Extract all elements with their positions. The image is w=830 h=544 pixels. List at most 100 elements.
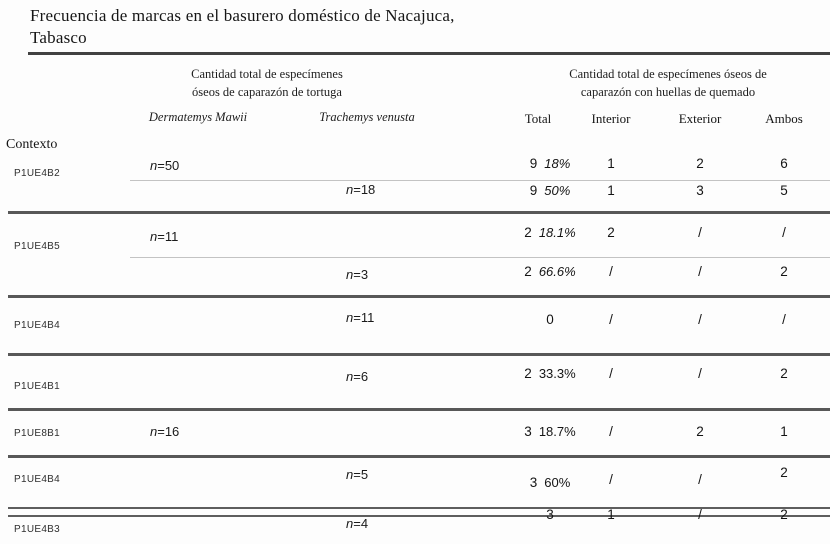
cell-exterior: / — [698, 264, 702, 279]
cell-interior: / — [609, 472, 613, 487]
column-header-total: Total — [524, 111, 552, 126]
cell-interior: 1 — [607, 156, 615, 171]
context-label: P1UE4B3 — [14, 524, 61, 535]
cell-ambos: 1 — [780, 424, 788, 439]
cell-exterior: / — [698, 507, 702, 522]
total-percent: 33.3% — [538, 366, 576, 381]
section-divider — [8, 295, 830, 298]
column-header-exterior: Exterior — [678, 111, 722, 126]
cell-ambos: / — [782, 225, 786, 240]
n-symbol: n — [346, 516, 354, 531]
section-divider — [8, 408, 830, 411]
context-label: P1UE4B5 — [14, 241, 61, 252]
group-header-shell-count: Cantidad total de especímenes óseos de c… — [158, 66, 376, 101]
table-top-rule — [28, 52, 830, 55]
total-percent: 66.6% — [538, 264, 576, 279]
cell-total: 0 — [498, 311, 602, 329]
n-symbol: n — [346, 310, 354, 325]
column-header-ambos: Ambos — [765, 111, 803, 126]
row-divider — [130, 180, 830, 181]
row-header-contexto: Contexto — [6, 137, 58, 152]
cell-exterior: / — [698, 366, 702, 381]
total-count: 2 — [524, 366, 532, 381]
total-count: 3 — [529, 475, 538, 490]
n-value-dermatemys: n=16 — [150, 424, 180, 439]
group-header-burn-marks-line1: Cantidad total de especímenes óseos de — [569, 67, 767, 81]
total-percent: 18.7% — [538, 424, 576, 439]
column-header-interior: Interior — [591, 111, 631, 126]
section-divider — [8, 507, 830, 517]
n-value-trachemys: n=18 — [346, 182, 376, 197]
cell-exterior: 2 — [696, 156, 704, 171]
cell-ambos: 2 — [780, 264, 788, 279]
cell-ambos: 5 — [780, 183, 788, 198]
cell-ambos: 2 — [780, 366, 788, 381]
context-label: P1UE4B1 — [14, 381, 61, 392]
cell-ambos: 2 — [780, 465, 788, 480]
cell-total: 9 18% — [498, 155, 602, 173]
total-count: 3 — [546, 507, 554, 522]
group-header-burn-marks: Cantidad total de especímenes óseos de c… — [543, 66, 793, 101]
section-divider — [8, 353, 830, 356]
cell-ambos: 2 — [780, 507, 788, 522]
total-percent: 18% — [544, 156, 571, 171]
cell-total: 3 18.7% — [498, 423, 602, 441]
context-label: P1UE4B2 — [14, 168, 61, 179]
context-label: P1UE4B4 — [14, 474, 61, 485]
column-header-trachemys: Trachemys venusta — [319, 110, 415, 124]
cell-interior: 1 — [607, 507, 615, 522]
n-symbol: n — [346, 467, 354, 482]
n-symbol: n — [346, 369, 354, 384]
section-divider — [8, 211, 830, 214]
group-header-shell-count-line1: Cantidad total de especímenes — [191, 67, 343, 81]
n-value-trachemys: n=11 — [346, 310, 375, 325]
total-count: 0 — [546, 312, 554, 327]
total-count: 9 — [529, 183, 538, 198]
cell-interior: 2 — [607, 225, 615, 240]
cell-interior: / — [609, 312, 613, 327]
cell-exterior: / — [698, 312, 702, 327]
n-value-dermatemys: n=50 — [150, 158, 180, 173]
cell-interior: / — [609, 264, 613, 279]
cell-total: 3 — [498, 506, 602, 524]
cell-total: 2 18.1% — [498, 224, 602, 242]
cell-exterior: 3 — [696, 183, 704, 198]
table-title: Frecuencia de marcas en el basurero domé… — [30, 6, 455, 48]
total-count: 3 — [524, 424, 532, 439]
total-count: 2 — [524, 225, 532, 240]
cell-interior: / — [609, 366, 613, 381]
total-count: 9 — [529, 156, 538, 171]
cell-total: 9 50% — [498, 182, 602, 200]
n-value-trachemys: n=3 — [346, 267, 369, 282]
section-divider — [8, 455, 830, 458]
total-percent: 60% — [544, 475, 571, 490]
group-header-burn-marks-line2: caparazón con huellas de quemado — [580, 84, 756, 99]
row-divider — [130, 257, 830, 258]
cell-interior: 1 — [607, 183, 615, 198]
context-label: P1UE4B4 — [14, 320, 61, 331]
total-percent: 50% — [544, 183, 571, 198]
total-count: 2 — [524, 264, 532, 279]
n-value-trachemys: n=5 — [346, 467, 369, 482]
cell-total: 2 33.3% — [498, 365, 602, 383]
cell-ambos: 6 — [780, 156, 788, 171]
n-value-trachemys: n=4 — [346, 516, 369, 531]
n-value-trachemys: n=6 — [346, 369, 369, 384]
n-symbol: n — [150, 424, 158, 439]
cell-exterior: 2 — [696, 424, 704, 439]
n-symbol: n — [150, 158, 158, 173]
context-label: P1UE8B1 — [14, 428, 61, 439]
n-value-dermatemys: n=11 — [150, 229, 179, 244]
cell-exterior: / — [698, 472, 702, 487]
n-symbol: n — [346, 182, 354, 197]
cell-ambos: / — [782, 312, 786, 327]
cell-total: 3 60% — [498, 474, 602, 492]
column-header-dermatemys: Dermatemys Mawii — [148, 110, 248, 124]
n-symbol: n — [150, 229, 158, 244]
group-header-shell-count-line2: óseos de caparazón de tortuga — [192, 84, 342, 99]
cell-exterior: / — [698, 225, 702, 240]
total-percent: 18.1% — [538, 225, 576, 240]
n-symbol: n — [346, 267, 354, 282]
cell-interior: / — [609, 424, 613, 439]
